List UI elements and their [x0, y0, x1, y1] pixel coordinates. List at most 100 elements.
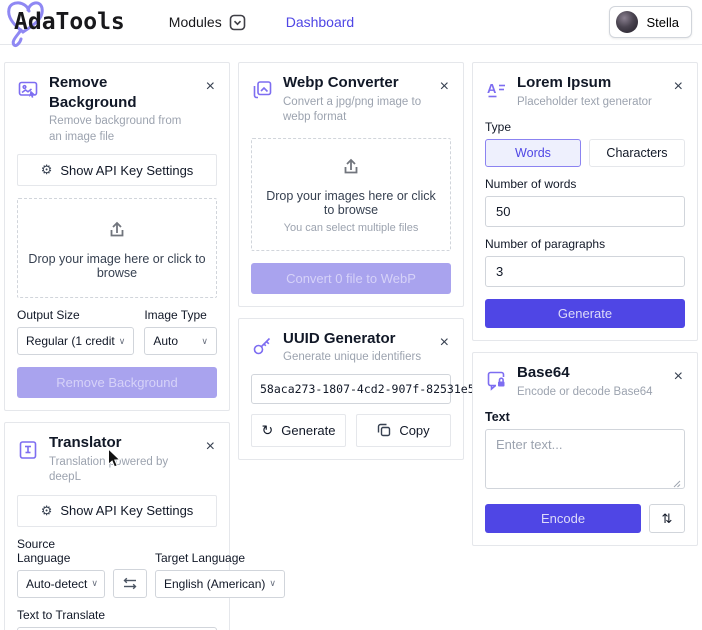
close-icon[interactable]: ×: [439, 78, 449, 95]
translate-text-input[interactable]: [17, 626, 217, 630]
card-description: Remove background from an image file: [49, 115, 182, 143]
generate-lorem-button[interactable]: Generate: [485, 299, 685, 329]
language-row: Source Language Auto-detect ∨ Target Lan…: [17, 527, 285, 598]
swap-languages-button[interactable]: [113, 568, 147, 598]
card-title: Lorem Ipsum: [517, 74, 612, 91]
app-logo-text: AdaTools: [14, 9, 125, 35]
number-of-paragraphs-input[interactable]: [485, 256, 685, 288]
close-icon[interactable]: ×: [205, 438, 215, 456]
chevron-down-icon: ∨: [118, 335, 126, 346]
user-menu-button[interactable]: Stella: [609, 6, 692, 38]
close-icon[interactable]: ×: [673, 368, 683, 386]
gear-icon: ⚙: [40, 502, 53, 518]
card-description: Placeholder text generator: [517, 95, 652, 108]
show-api-key-settings-button[interactable]: ⚙ Show API Key Settings: [17, 154, 217, 187]
column-1: Remove Background Remove background from…: [4, 62, 285, 630]
resize-handle-icon[interactable]: [673, 480, 681, 488]
swap-arrows-icon: [123, 577, 137, 589]
card-description: Translation powered by deepL: [49, 455, 169, 484]
card-description: Convert a jpg/png image to webp format: [283, 95, 422, 124]
type-label: Type: [485, 120, 512, 135]
target-language-select[interactable]: English (American) ∨: [155, 569, 285, 598]
close-icon[interactable]: ×: [439, 333, 449, 351]
heart-scribble-icon: [7, 1, 44, 47]
image-type-select[interactable]: Auto ∨: [144, 327, 217, 356]
image-type-value: Auto: [153, 334, 178, 349]
textarea-wrapper: [485, 429, 685, 494]
output-size-value: Regular (1 credit: [26, 334, 115, 349]
target-language-label: Target Language: [155, 550, 246, 565]
convert-webp-submit-button[interactable]: Convert 0 file to WebP: [251, 262, 451, 294]
source-language-group: Source Language Auto-detect ∨: [17, 527, 105, 598]
base64-text-input[interactable]: [485, 429, 685, 490]
source-language-label: Source Language: [17, 536, 71, 565]
number-of-words-input[interactable]: [485, 196, 685, 228]
nav-modules[interactable]: Modules: [169, 14, 246, 31]
chevron-down-box-icon: [229, 14, 246, 30]
card-header-text: Remove Background Remove background from…: [49, 73, 194, 145]
uuid-value[interactable]: 58aca273-1807-4cd2-907f-82531e5649ef: [251, 373, 509, 404]
remove-background-submit-button[interactable]: Remove Background: [17, 367, 217, 399]
generate-uuid-button[interactable]: ↻ Generate: [251, 413, 346, 447]
close-icon[interactable]: ×: [205, 78, 215, 95]
upload-icon: [344, 158, 358, 174]
source-language-value: Auto-detect: [26, 576, 88, 591]
card-translator: Translator Translation powered by deepL …: [4, 422, 285, 630]
output-size-select[interactable]: Regular (1 credit ∨: [17, 327, 135, 356]
card-lorem-ipsum: A Lorem Ipsum Placeholder text generator…: [472, 62, 698, 342]
output-size-group: Output Size Regular (1 credit ∨: [17, 298, 135, 356]
card-header-text: Translator Translation powered by deepL: [49, 433, 194, 486]
card-header: Remove Background Remove background from…: [17, 73, 217, 145]
translator-icon: [19, 441, 37, 459]
dropzone-text: Drop your images here or click to browse: [266, 189, 436, 218]
card-header: A Lorem Ipsum Placeholder text generator…: [485, 73, 685, 110]
close-icon[interactable]: ×: [673, 78, 683, 95]
user-name: Stella: [646, 14, 679, 30]
encode-button[interactable]: Encode: [485, 504, 641, 534]
webp-converter-icon: [253, 81, 272, 99]
app-logo[interactable]: AdaTools: [7, 1, 125, 47]
card-title: Base64: [517, 364, 570, 382]
api-key-button-label: Show API Key Settings: [60, 162, 194, 178]
key-icon: [253, 337, 271, 354]
svg-text:A: A: [487, 81, 497, 96]
type-option-characters[interactable]: Characters: [589, 139, 685, 168]
swap-mode-button[interactable]: ⇅: [649, 504, 685, 534]
main-nav: Modules Dashboard: [169, 14, 354, 31]
textarea-wrapper: [17, 626, 217, 630]
output-size-label: Output Size: [17, 308, 80, 323]
api-key-button-label: Show API Key Settings: [60, 503, 194, 519]
number-of-words-label: Number of words: [485, 177, 577, 192]
target-language-value: English (American): [164, 576, 266, 591]
image-dropzone[interactable]: Drop your image here or click to browse: [17, 198, 217, 299]
card-header: Base64 Encode or decode Base64 ×: [485, 363, 685, 400]
column-3: A Lorem Ipsum Placeholder text generator…: [472, 62, 698, 547]
card-remove-background: Remove Background Remove background from…: [4, 62, 230, 412]
card-header-text: Base64 Encode or decode Base64: [517, 363, 662, 400]
chevron-down-icon: ∨: [269, 578, 276, 589]
copy-icon: [378, 423, 391, 437]
nav-dashboard[interactable]: Dashboard: [285, 14, 355, 30]
type-toggle: Words Characters: [485, 139, 685, 168]
dashboard-grid: Remove Background Remove background from…: [0, 45, 702, 630]
show-api-key-settings-button[interactable]: ⚙ Show API Key Settings: [17, 494, 217, 527]
image-type-group: Image Type Auto ∨: [144, 298, 217, 356]
images-dropzone[interactable]: Drop your images here or click to browse…: [251, 137, 451, 251]
refresh-icon: ↻: [261, 421, 274, 438]
card-title: Remove Background: [49, 74, 137, 111]
options-row: Output Size Regular (1 credit ∨ Image Ty…: [17, 298, 217, 356]
remove-background-icon: [18, 81, 38, 98]
card-title: Translator: [49, 434, 122, 452]
source-language-select[interactable]: Auto-detect ∨: [17, 569, 105, 598]
base64-icon: [487, 371, 505, 391]
copy-uuid-button[interactable]: Copy: [356, 413, 451, 447]
chevron-down-icon: ∨: [91, 578, 98, 589]
type-option-words[interactable]: Words: [485, 139, 581, 168]
card-header-text: UUID Generator Generate unique identifie…: [283, 329, 428, 366]
generate-button-label: Generate: [281, 422, 336, 438]
nav-modules-label: Modules: [168, 14, 222, 30]
card-title: UUID Generator: [283, 329, 396, 347]
text-label: Text: [485, 410, 510, 425]
card-header-text: Lorem Ipsum Placeholder text generator: [517, 73, 662, 110]
card-header: UUID Generator Generate unique identifie…: [251, 329, 451, 366]
